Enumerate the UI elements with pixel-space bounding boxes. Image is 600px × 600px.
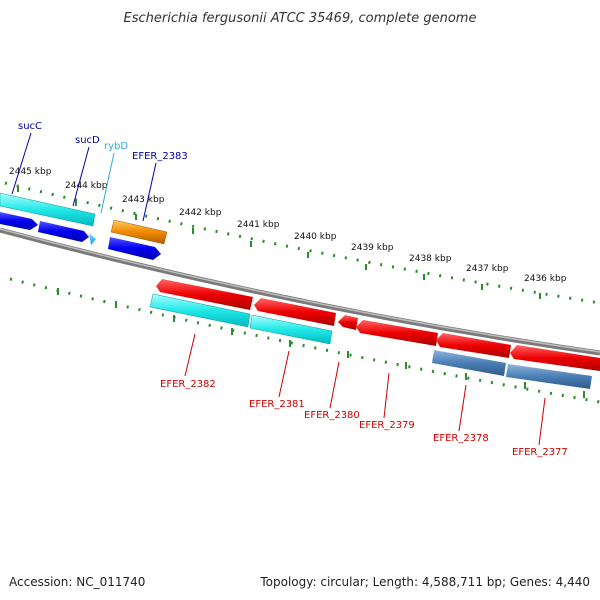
feature-sucC-cyan-track[interactable] (0, 192, 96, 227)
feature-EFER-2377-steel-track[interactable] (506, 364, 592, 389)
feature-EFER-2383-cds[interactable] (108, 237, 161, 260)
tick-label: 2443 kbp (122, 195, 165, 205)
genome-summary-label: Topology: circular; Length: 4,588,711 bp… (259, 575, 590, 589)
feature-EFER-2377-cds[interactable] (510, 345, 600, 371)
tick-label: 2444 kbp (65, 181, 108, 191)
leader-line-EFER-2383 (142, 162, 157, 222)
tick-labels: 2445 kbp 2444 kbp 2443 kbp 2442 kbp 2441… (9, 167, 567, 284)
leader-line-EFER-2381 (278, 350, 290, 398)
feature-EFER-2379-cds[interactable] (356, 320, 438, 346)
genome-backbone (0, 227, 600, 356)
label-EFER-2383[interactable]: EFER_2383 (132, 151, 188, 162)
feature-EFER-2383-pseudo[interactable] (110, 219, 168, 245)
feature-EFER-2382-cyan-track[interactable] (149, 293, 251, 328)
leader-line-EFER-2377 (538, 397, 546, 446)
forward-features (0, 192, 168, 260)
leader-line-EFER-2380 (329, 361, 340, 409)
feature-sucD-cds[interactable] (38, 221, 89, 242)
inner-tick-ring (9, 277, 600, 404)
label-sucD[interactable]: sucD (75, 135, 100, 146)
tick-label: 2441 kbp (237, 220, 280, 230)
feature-rybD-rna[interactable] (89, 233, 96, 245)
map-title: Escherichia fergusonii ATCC 35469, compl… (124, 11, 477, 26)
leader-line-EFER-2379 (383, 372, 390, 419)
tick-label: 2437 kbp (466, 264, 509, 274)
leader-line-sucD (72, 146, 90, 207)
outer-tick-ring: 2445 kbp 2444 kbp 2443 kbp 2442 kbp 2441… (4, 167, 600, 305)
feature-EFER-2381-cyan-track[interactable] (249, 314, 333, 345)
tick-label: 2445 kbp (9, 167, 52, 177)
tick-label: 2440 kbp (294, 232, 337, 242)
label-EFER-2382[interactable]: EFER_2382 (160, 379, 216, 390)
tick-label: 2436 kbp (524, 274, 567, 284)
inner-major-ticks (57, 288, 585, 398)
label-EFER-2381[interactable]: EFER_2381 (249, 399, 305, 410)
tick-label: 2438 kbp (409, 254, 452, 264)
label-EFER-2377[interactable]: EFER_2377 (512, 447, 568, 458)
inner-tick-dots (9, 277, 600, 404)
label-EFER-2378[interactable]: EFER_2378 (433, 433, 489, 444)
outer-tick-dots (4, 181, 600, 305)
genome-backbone-highlight (0, 228, 600, 353)
feature-EFER-2378-cds[interactable] (436, 333, 511, 358)
label-EFER-2380[interactable]: EFER_2380 (304, 410, 360, 421)
outer-major-ticks (17, 186, 541, 299)
tick-label: 2439 kbp (351, 243, 394, 253)
tick-label: 2442 kbp (179, 208, 222, 218)
accession-label: Accession: NC_011740 (9, 575, 145, 589)
label-EFER-2379[interactable]: EFER_2379 (359, 420, 415, 431)
label-rybD[interactable]: rybD (104, 141, 128, 152)
leader-line-EFER-2378 (458, 384, 467, 432)
leader-line-sucC (11, 132, 32, 195)
leader-line-EFER-2382 (184, 333, 196, 377)
feature-EFER-2382-cds[interactable] (156, 279, 253, 310)
reverse-features (149, 279, 600, 389)
top-feature-labels: sucC sucD rybD EFER_2383 (11, 121, 188, 222)
bottom-feature-labels: EFER_2382 EFER_2381 EFER_2380 EFER_2379 … (160, 333, 568, 458)
leader-line-rybD (100, 152, 115, 214)
feature-sucC-cds[interactable] (0, 212, 38, 230)
label-sucC[interactable]: sucC (18, 121, 42, 132)
feature-EFER-2378-steel-track[interactable] (432, 350, 506, 376)
feature-EFER-2380-cds[interactable] (338, 315, 358, 330)
feature-EFER-2381-cds[interactable] (254, 298, 336, 326)
